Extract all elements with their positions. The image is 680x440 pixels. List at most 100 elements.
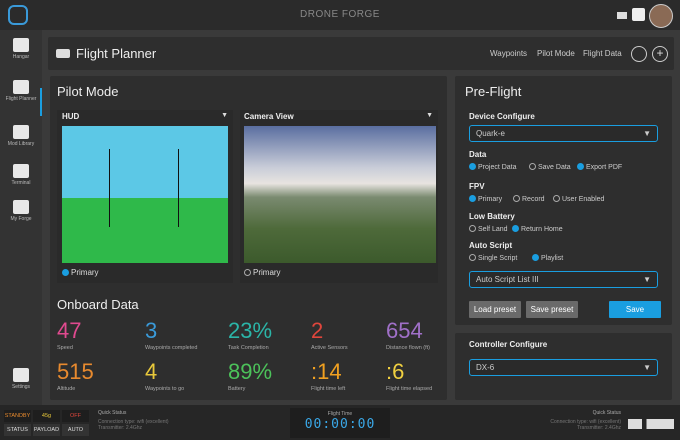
radio-dot: [469, 163, 476, 170]
search-button[interactable]: [631, 46, 647, 62]
radio[interactable]: Single Script: [469, 254, 517, 262]
radio-dot: [469, 225, 476, 232]
radio[interactable]: Primary: [469, 195, 502, 203]
camera-card: Camera View ▼ Primary: [240, 110, 438, 283]
sidebar-label: Terminal: [11, 180, 31, 186]
stat-value: :6: [386, 359, 405, 384]
radio[interactable]: Record: [513, 195, 545, 203]
radio[interactable]: Self Land: [469, 225, 508, 233]
device-select[interactable]: Quark-e ▼: [469, 125, 658, 142]
radio[interactable]: Playlist: [532, 254, 563, 262]
sidebar-label: Mod Library: [7, 141, 35, 147]
hud-ground: [62, 198, 228, 263]
badge-value: 45g: [33, 410, 60, 422]
quick-status: Quick Status Connection type: wifi (excel…: [535, 410, 621, 431]
sidebar-label: Settings: [11, 384, 31, 390]
stat-value: 515: [57, 359, 94, 384]
button[interactable]: Save preset: [526, 301, 578, 318]
stat-value: 3: [145, 318, 158, 343]
radio-dot: [577, 163, 584, 170]
stat-value: 47: [57, 318, 82, 343]
radio-label: Save Data: [538, 164, 571, 171]
radio[interactable]: Project Data: [469, 163, 517, 171]
field-label: Device Configure: [469, 112, 535, 121]
sidebar-icon: [13, 125, 29, 139]
dropdown-arrow[interactable]: ▼: [426, 112, 433, 119]
active-indicator: [40, 88, 42, 116]
radio[interactable]: Primary: [62, 268, 99, 277]
radio-label: Playlist: [541, 255, 564, 262]
sidebar-item[interactable]: Terminal: [0, 164, 42, 186]
logo[interactable]: [8, 5, 28, 25]
dropdown-arrow[interactable]: ▼: [221, 112, 228, 119]
add-button[interactable]: +: [652, 46, 668, 62]
app-title: DRONE FORGE: [300, 9, 380, 20]
radio[interactable]: Save Data: [529, 163, 571, 171]
select-value: Auto Script List III: [476, 275, 539, 284]
hud-line: [178, 149, 179, 227]
controller-select[interactable]: DX-6 ▼: [469, 359, 658, 376]
preflight-panel: Pre-Flight Device Configure Quark-e ▼ Dat…: [455, 76, 672, 325]
sidebar-label: Hangar: [12, 54, 30, 60]
radio[interactable]: Primary: [244, 268, 281, 277]
button[interactable]: Load preset: [469, 301, 521, 318]
select-value: Quark-e: [476, 129, 505, 138]
menu-icon[interactable]: [632, 8, 645, 21]
nav-link[interactable]: Flight Data: [583, 49, 622, 58]
radio[interactable]: Export PDF: [577, 163, 622, 171]
radio-dot: [553, 195, 560, 202]
stat-value: 2: [311, 318, 324, 343]
sidebar-item[interactable]: Hangar: [0, 38, 42, 60]
nav-link[interactable]: Pilot Mode: [537, 49, 575, 58]
sidebar-icon: [13, 368, 29, 382]
radio-label: Primary: [253, 268, 281, 277]
stat-label: Waypoints completed: [145, 345, 198, 351]
badge-label[interactable]: AUTO: [62, 424, 89, 436]
sidebar-item[interactable]: Flight Planner: [0, 80, 42, 102]
sidebar-item[interactable]: My Forge: [0, 200, 42, 222]
radio-label: Project Data: [478, 164, 517, 171]
header-title: Flight Planner: [76, 46, 157, 61]
radio-dot: [469, 195, 476, 202]
select-value: DX-6: [476, 363, 495, 372]
stat-label: Task Completion: [228, 345, 269, 351]
stat-value: 654: [386, 318, 423, 343]
stat-value: :14: [311, 359, 342, 384]
stat-value: 89%: [228, 359, 273, 384]
stat-value: 4: [145, 359, 158, 384]
sidebar-item[interactable]: Mod Library: [0, 125, 42, 147]
stat-label: Battery: [228, 386, 246, 392]
status-line: Connection type: wifi (excellent): [550, 419, 621, 425]
stat-label: Flight time elapsed: [386, 386, 433, 392]
flight-time: Flight Time 00:00:00: [290, 408, 390, 438]
badge-label[interactable]: STATUS: [4, 424, 31, 436]
hud-sky: [62, 126, 228, 199]
stat-label: Distance flown (ft): [386, 345, 431, 351]
radio-dot: [512, 225, 519, 232]
status-line: Connection type: wifi (excellent): [98, 419, 169, 425]
header: Flight Planner + Waypoints Pilot Mode Flig…: [48, 37, 674, 70]
stat-label: Active Sensors: [311, 345, 348, 351]
stat-label: Altitude: [57, 386, 76, 392]
quick-status: Quick Status Connection type: wifi (excel…: [98, 410, 169, 431]
avatar[interactable]: [649, 4, 673, 28]
stat-label: Flight time left: [311, 386, 346, 392]
group-label: FPV: [469, 182, 485, 191]
sidebar-icon: [13, 80, 29, 94]
mail-icon[interactable]: [617, 12, 627, 19]
radio[interactable]: User Enabled: [553, 195, 604, 203]
badge-value: OFF: [62, 410, 89, 422]
radio-dot: [469, 254, 476, 261]
status-title: Quick Status: [592, 410, 621, 416]
group-label: Data: [469, 150, 487, 159]
top-bar: DRONE FORGE: [0, 0, 680, 30]
radio-label: Return Home: [521, 226, 563, 233]
script-select[interactable]: Auto Script List III ▼: [469, 271, 658, 288]
nav-link[interactable]: Waypoints: [490, 49, 528, 58]
radio[interactable]: Return Home: [512, 225, 563, 233]
sidebar-item[interactable]: Settings: [0, 368, 42, 390]
button[interactable]: Save: [609, 301, 661, 318]
flight-time-title: Flight Time: [327, 411, 353, 417]
stat-value: 23%: [228, 318, 273, 343]
badge-label[interactable]: PAYLOAD: [33, 424, 60, 436]
